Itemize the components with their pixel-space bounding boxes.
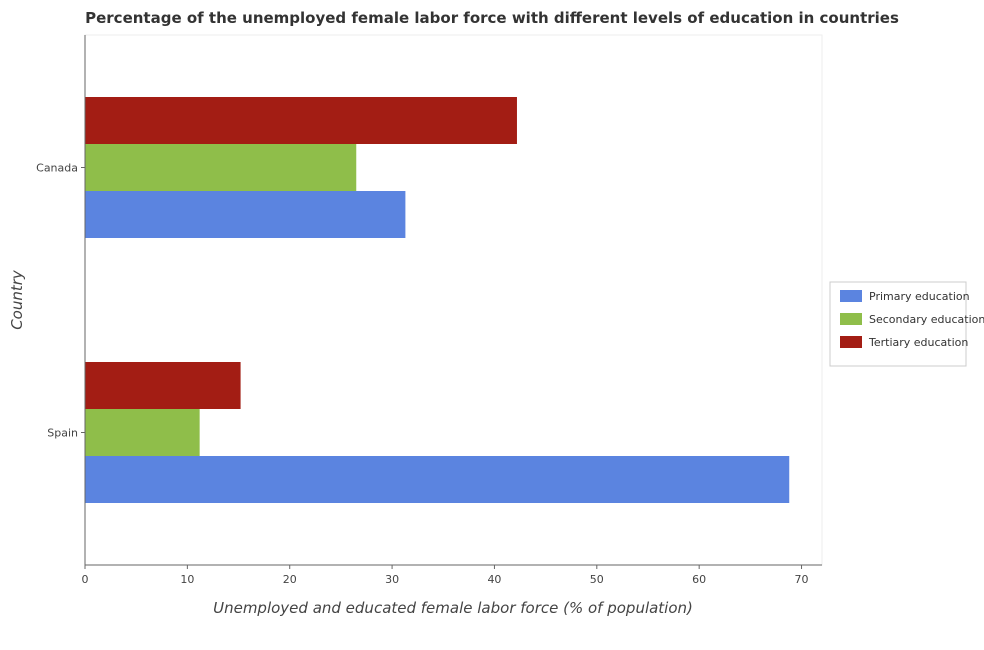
x-tick-label: 60 bbox=[692, 573, 706, 586]
legend-swatch bbox=[840, 290, 862, 302]
y-tick-label: Canada bbox=[36, 162, 78, 175]
legend-swatch bbox=[840, 313, 862, 325]
legend-swatch bbox=[840, 336, 862, 348]
y-axis-label: Country bbox=[8, 269, 26, 330]
bars-group bbox=[85, 97, 790, 503]
y-ticks-group: Canada Spain bbox=[36, 162, 85, 440]
x-tick-label: 10 bbox=[180, 573, 194, 586]
bar-spain-tertiary-education bbox=[85, 362, 241, 409]
x-tick-label: 20 bbox=[283, 573, 297, 586]
x-tick-label: 30 bbox=[385, 573, 399, 586]
x-tick-label: 70 bbox=[795, 573, 809, 586]
x-tick-label: 50 bbox=[590, 573, 604, 586]
bar-canada-secondary-education bbox=[85, 144, 357, 191]
legend: Primary education Secondary education Tert… bbox=[829, 281, 984, 367]
bar-spain-secondary-education bbox=[85, 409, 200, 456]
chart-title: Percentage of the unemployed female labo… bbox=[85, 9, 899, 27]
x-axis-label: Unemployed and educated female labor for… bbox=[213, 599, 693, 617]
bar-canada-primary-education bbox=[85, 191, 406, 238]
y-tick-label: Spain bbox=[47, 427, 78, 440]
x-ticks-group: 0 10 20 30 40 50 60 70 bbox=[82, 565, 809, 586]
legend-label: Secondary education bbox=[869, 313, 984, 326]
legend-label: Primary education bbox=[869, 290, 970, 303]
bar-spain-primary-education bbox=[85, 456, 790, 503]
legend-label: Tertiary education bbox=[868, 336, 968, 349]
x-tick-label: 40 bbox=[487, 573, 501, 586]
x-tick-label: 0 bbox=[82, 573, 89, 586]
bar-canada-tertiary-education bbox=[85, 97, 517, 144]
